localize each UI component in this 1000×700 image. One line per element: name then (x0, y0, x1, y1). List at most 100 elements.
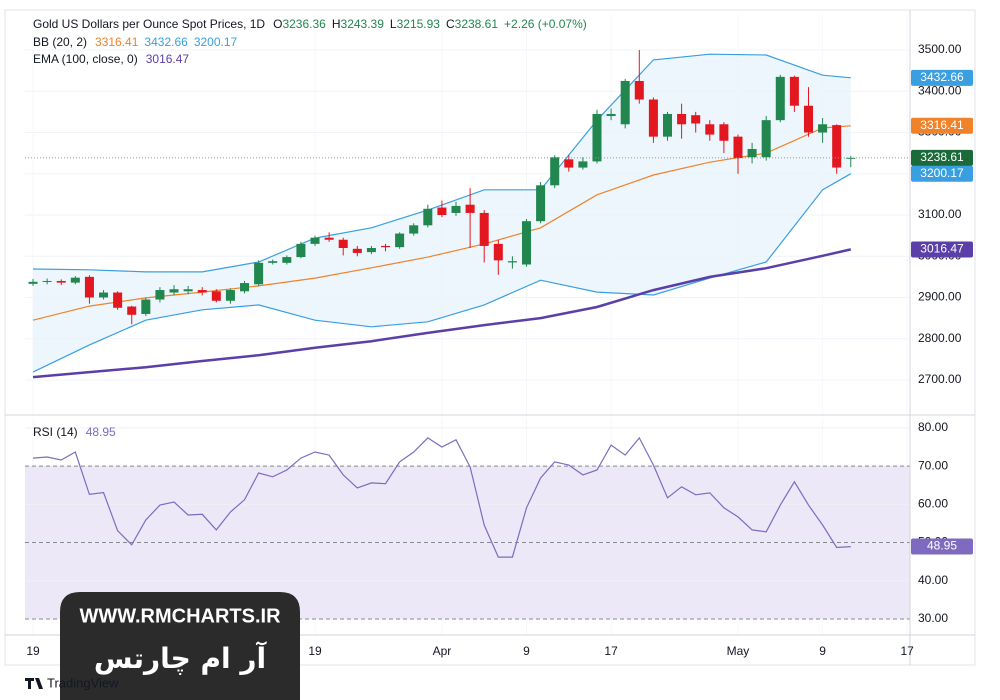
candle-body (592, 113, 602, 162)
bb-legend: BB (20, 2) 3316.41 3432.66 3200.17 (33, 35, 238, 49)
rsi-line (32, 436, 851, 558)
candle-body (409, 225, 419, 234)
y-tick-label: 2700.00 (918, 372, 962, 386)
ohlc-label: O (273, 17, 282, 31)
plot-layer (25, 15, 910, 635)
candle-body (761, 120, 771, 158)
watermark-box (60, 592, 300, 700)
high-value: 3243.39 (341, 17, 385, 31)
candle-body (211, 291, 221, 301)
candle-body (338, 239, 348, 248)
brand-logo (25, 678, 43, 689)
ema-legend: EMA (100, close, 0) 3016.47 (33, 52, 189, 66)
candle-body (70, 277, 80, 283)
candle-body (254, 262, 264, 285)
header-legend: Gold US Dollars per Ounce Spot Prices, 1… (33, 17, 587, 31)
frame-border (4, 9, 976, 666)
candle-body (465, 204, 475, 213)
x-tick-label: Apr (433, 644, 452, 658)
candle-body (268, 261, 278, 263)
watermark-name: آر ام چارتس (94, 641, 268, 675)
price-badge (911, 117, 973, 134)
candle-body (677, 113, 687, 125)
candle-body (705, 124, 715, 135)
candle-body (578, 161, 588, 168)
open-value: 3236.36 (282, 17, 326, 31)
y-tick-label: 3500.00 (918, 42, 962, 56)
y-tick-label: 2800.00 (918, 331, 962, 345)
price-badge (911, 241, 973, 258)
candle-body (99, 292, 109, 298)
candle-body (395, 233, 405, 248)
watermark-site: WWW.RMCHARTS.IR (79, 605, 281, 627)
bb-upper-value: 3432.66 (144, 35, 188, 49)
candle-body (155, 290, 165, 300)
candle-body (747, 149, 757, 158)
price-badge (911, 149, 973, 166)
bb-lower-value: 3200.17 (194, 35, 238, 49)
price-badge-label: 48.95 (927, 539, 957, 553)
ohlc-label: C (446, 17, 455, 31)
x-tick-label: May (727, 644, 750, 658)
candle-body (733, 136, 743, 159)
x-tick-label: 9 (819, 644, 826, 658)
candle-body (141, 299, 151, 314)
candle-body (381, 245, 391, 248)
candle-body (775, 76, 785, 121)
candle-body (451, 205, 461, 213)
price-badge (911, 538, 973, 555)
x-tick-label: 17 (901, 644, 915, 658)
price-badge-label: 3200.17 (920, 166, 964, 180)
candle-body (564, 159, 574, 168)
candle-body (282, 257, 292, 263)
candle-body (296, 243, 306, 258)
candle-body (437, 207, 447, 215)
x-tick-label: 17 (604, 644, 618, 658)
candle-body (479, 212, 489, 246)
candle-body (225, 290, 235, 301)
candle-body (56, 280, 66, 283)
price-badge-label: 3238.61 (920, 150, 964, 164)
candle-body (550, 157, 560, 186)
ohlc-label: H (332, 17, 341, 31)
candle-body (620, 80, 630, 125)
indicator-line (32, 173, 852, 373)
price-badge (911, 165, 973, 182)
y-tick-label: 70.00 (918, 458, 948, 472)
candle-body (648, 99, 658, 137)
axes-layer: 2700.002800.002900.003000.003100.003200.… (26, 42, 973, 658)
candle-body (818, 124, 828, 133)
candle-body (789, 76, 799, 106)
candle-body (803, 105, 813, 133)
candle-body (28, 281, 38, 284)
candle-body (423, 208, 433, 226)
ema-label: EMA (100, close, 0) (33, 52, 138, 66)
candle-body (352, 248, 362, 253)
candle-body (240, 283, 250, 292)
candle-body (832, 125, 842, 168)
brand: TradingView (25, 675, 119, 690)
candle-body (662, 113, 673, 137)
y-tick-label: 80.00 (918, 420, 948, 434)
chart-title: Gold US Dollars per Ounce Spot Prices, 1… (33, 17, 265, 31)
candle-body (521, 221, 532, 265)
price-badge (911, 69, 973, 86)
price-badge-label: 3432.66 (920, 70, 964, 84)
candle-body (183, 289, 193, 292)
candle-body (606, 113, 616, 117)
brand-name: TradingView (47, 675, 119, 690)
candle-body (536, 185, 546, 222)
rsi-value: 48.95 (86, 425, 116, 439)
rsi-legend: RSI (14) 48.95 (33, 425, 116, 439)
y-tick-label: 40.00 (918, 573, 948, 587)
x-tick-label: 9 (523, 644, 530, 658)
watermark: WWW.RMCHARTS.IR آر ام چارتس (60, 592, 300, 700)
ohlc-label: L (390, 17, 397, 31)
candle-body (324, 237, 334, 240)
candle-body (719, 124, 729, 141)
y-tick-label: 2900.00 (918, 290, 962, 304)
price-badge-label: 3016.47 (920, 242, 964, 256)
bb-label: BB (20, 2) (33, 35, 87, 49)
price-badge-label: 3316.41 (920, 118, 964, 132)
